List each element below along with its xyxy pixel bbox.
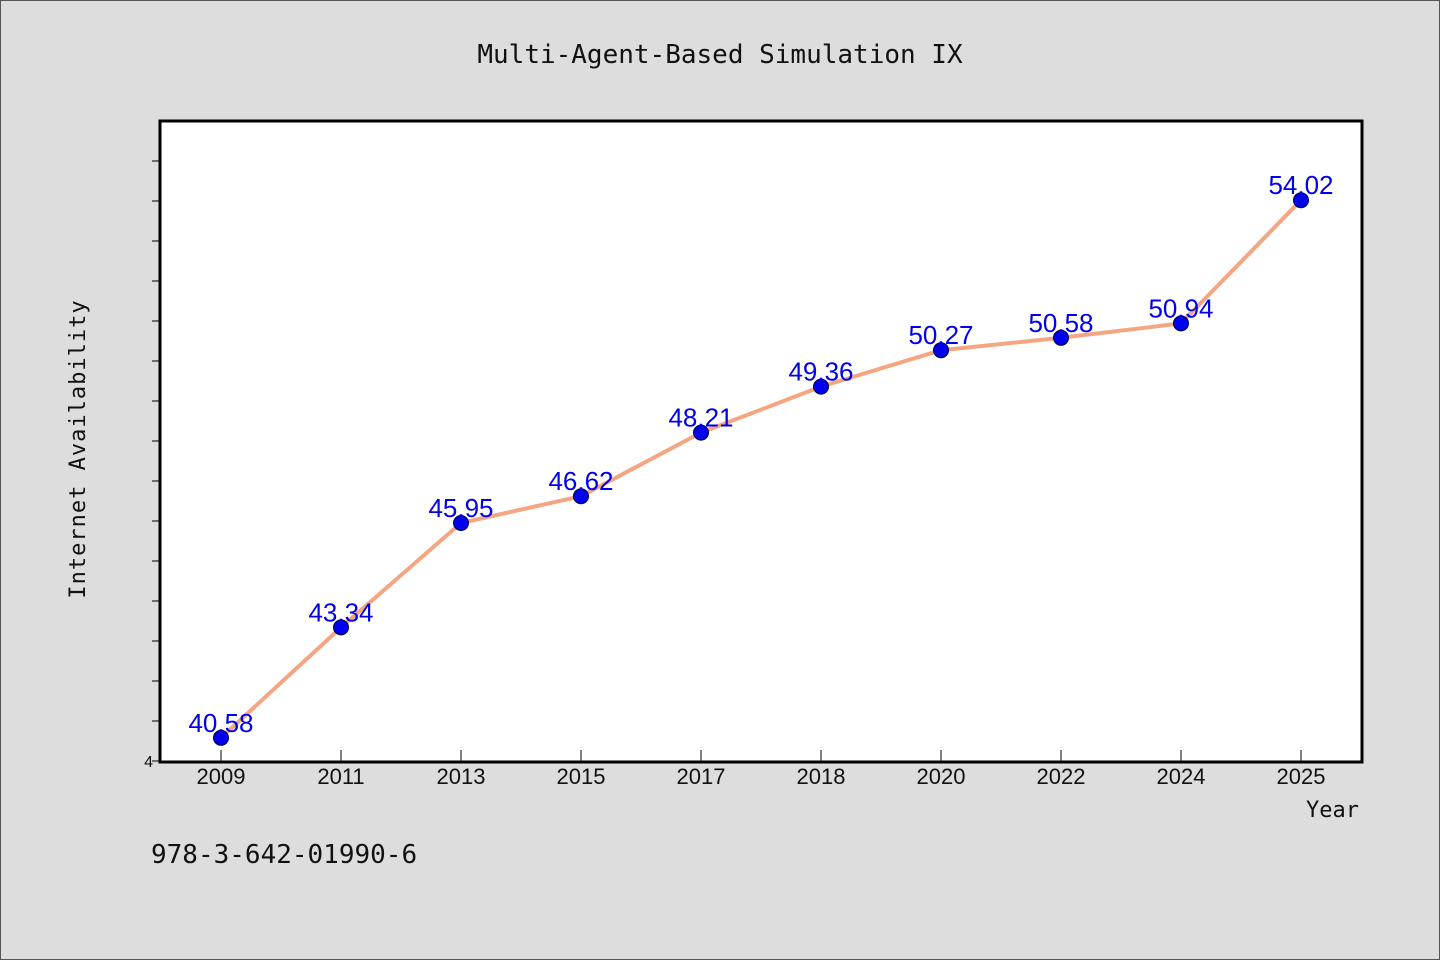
data-point — [453, 515, 469, 531]
data-point — [333, 619, 349, 636]
x-axis-tick-labels: 2009 2011 2013 2015 2017 2018 2020 2022 2024 2025 — [197, 764, 1326, 789]
data-label: 46.62 — [548, 466, 613, 496]
data-point — [933, 342, 949, 359]
data-point — [1173, 315, 1189, 332]
data-label: 50.58 — [1028, 308, 1093, 338]
x-axis-ticks — [220, 750, 1302, 762]
data-label: 49.36 — [788, 357, 853, 387]
x-tick-label: 2024 — [1157, 764, 1206, 789]
data-point — [813, 378, 829, 395]
series-line — [219, 198, 1303, 740]
data-point — [213, 729, 229, 746]
chart-title: Multi-Agent-Based Simulation IX — [477, 40, 963, 70]
x-tick-label: 2015 — [557, 764, 606, 789]
x-tick-label: 2025 — [1277, 764, 1326, 789]
x-tick-label: 2013 — [437, 764, 486, 789]
data-point — [573, 488, 589, 505]
data-label: 50.27 — [908, 320, 973, 350]
x-axis-label: Year — [1306, 798, 1359, 823]
data-label: 50.94 — [1148, 293, 1213, 323]
data-labels: 40.58 43.34 45.95 46.62 48.21 49.36 50.27 50.58… — [188, 170, 1333, 738]
data-point — [1053, 329, 1069, 346]
x-tick-label: 2022 — [1037, 764, 1086, 789]
data-point — [693, 424, 709, 441]
y-axis-label: Internet Availability — [66, 299, 91, 598]
y-axis-ticks — [152, 160, 160, 762]
x-tick-label: 2017 — [677, 764, 726, 789]
data-label: 45.95 — [428, 493, 493, 523]
x-tick-label: 2011 — [317, 764, 364, 789]
x-tick-label: 2020 — [917, 764, 966, 789]
y-tick-label: 4 — [144, 754, 153, 771]
plot-area — [158, 119, 1364, 764]
x-tick-label: 2018 — [797, 764, 846, 789]
data-label: 48.21 — [668, 403, 733, 433]
data-label: 40.58 — [188, 708, 253, 738]
data-label: 54.02 — [1268, 170, 1333, 200]
series-markers — [213, 192, 1309, 746]
x-tick-label: 2009 — [197, 764, 246, 789]
data-point — [1293, 192, 1309, 209]
isbn-text: 978-3-642-01990-6 — [151, 840, 417, 870]
data-label: 43.34 — [308, 597, 373, 627]
